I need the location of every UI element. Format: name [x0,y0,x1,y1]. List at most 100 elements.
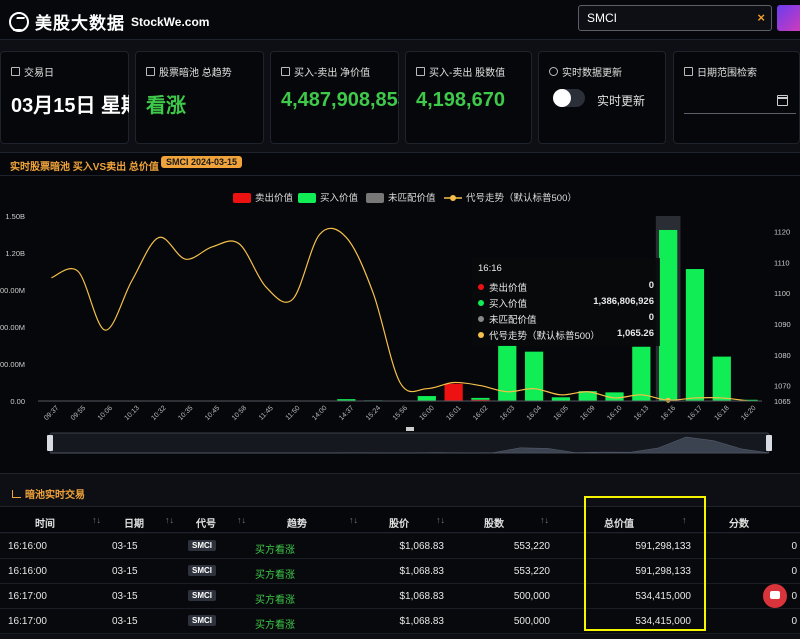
wallet-icon [281,67,290,76]
slider-handle[interactable] [47,435,53,451]
zoom-slider[interactable] [47,427,772,454]
x-tick: 11:45 [258,405,275,422]
x-tick: 10:35 [177,405,194,422]
tooltip-time: 16:16 [478,263,502,274]
th-date[interactable]: 日期 [124,519,144,530]
logo-site: StockWe.com [131,14,210,29]
x-tick: 09:55 [70,405,87,422]
logo[interactable]: 美股大数据 StockWe.com [9,9,209,34]
search-box: × [578,5,772,31]
y-axis-right: 1065 1070 1080 1090 1100 1110 1120 [774,227,791,406]
sort-icon[interactable]: ↑↓ [165,515,174,525]
y-right-tick: 1065 [774,397,791,406]
date-range-input[interactable] [684,113,796,114]
sort-icon[interactable]: ↑ [682,515,687,525]
bar-buy[interactable] [471,397,490,400]
cell-total: 534,415,000 [635,591,691,602]
bar-buy[interactable] [498,345,517,402]
trend-line [51,227,749,402]
card-trend: 股票暗池 总趋势 看涨 [135,51,264,144]
legend-swatch[interactable] [298,193,316,203]
x-tick: 16:02 [472,405,489,422]
unmatched-dot [478,316,484,322]
cell-total: 591,298,133 [635,566,691,577]
logo-text: 美股大数据 [35,14,125,33]
bar-buy[interactable] [685,269,705,401]
cell-time: 16:16:00 [8,566,47,577]
bar-buy[interactable] [739,399,758,401]
search-input[interactable] [587,10,747,26]
tooltip-value: 1,386,806,926 [593,296,654,307]
legend-swatch[interactable] [233,193,251,203]
net-value-value: 4,487,908,853 [281,89,399,111]
x-tick: 16:17 [687,405,704,422]
cell-shares: 500,000 [513,616,550,627]
x-tick: 10:45 [204,405,221,422]
table-title: 暗池实时交易 [12,486,85,501]
table-row[interactable]: 16:16:00 03-15 SMCI 买方看涨 $1,068.83 553,220 591… [0,534,800,559]
tooltip-row: 买入价值 1,386,806,926 [478,296,654,310]
y-left-tick: 1.20B [5,249,25,258]
card-label: 股票暗池 总趋势 [159,68,232,79]
table-row[interactable]: 16:17:00 03-15 SMCI 买方看涨 $1,068.83 500,000 534… [0,584,800,609]
cell-shares: 553,220 [513,541,550,552]
sort-icon[interactable]: ↑↓ [237,515,246,525]
sort-icon[interactable]: ↑↓ [349,515,358,525]
sort-icon[interactable]: ↑↓ [436,515,445,525]
bar-sell[interactable] [471,399,490,401]
bar-buy[interactable] [632,346,651,401]
avatar[interactable] [777,5,800,31]
bar-buy[interactable] [417,396,436,401]
th-trend[interactable]: 趋势 [287,519,307,530]
card-label: 交易日 [24,68,54,79]
bar-buy[interactable] [578,391,597,401]
stopwatch-icon [549,67,558,76]
cell-score: 0 [791,541,797,552]
th-total[interactable]: 总价值 [604,519,634,530]
legend-label[interactable]: 代号走势（默认标普500） [466,192,577,204]
chat-icon[interactable] [763,584,787,608]
tooltip-value: 1,065.26 [617,328,654,339]
bar-buy[interactable] [524,351,544,401]
th-score[interactable]: 分数 [729,519,749,530]
th-code[interactable]: 代号 [196,519,216,530]
sell-dot [478,284,484,290]
x-tick: 16:20 [740,405,757,422]
th-time[interactable]: 时间 [35,519,55,530]
sort-icon[interactable]: ↑↓ [92,515,101,525]
bar-buy[interactable] [337,399,356,401]
bar-buy[interactable] [551,397,571,401]
tooltip-name: 买入价值 [489,299,528,310]
cell-score: 0 [791,566,797,577]
tooltip-name: 卖出价值 [489,283,528,294]
wallet-icon [416,67,425,76]
slider-handle[interactable] [766,435,772,451]
cell-shares: 553,220 [513,566,550,577]
x-tick: 11:50 [285,405,302,422]
legend-label[interactable]: 买入价值 [320,192,359,204]
chart-legend: 卖出价值 买入价值 未匹配价值 代号走势（默认标普500） [233,192,577,204]
sort-icon[interactable]: ↑↓ [540,515,549,525]
realtime-toggle[interactable] [553,89,585,107]
bar-buy[interactable] [605,392,624,401]
date-picker-icon[interactable] [777,95,788,106]
chart-icon [146,67,155,76]
legend-label[interactable]: 卖出价值 [255,192,294,204]
slider-grip-icon[interactable] [406,427,414,431]
th-shares[interactable]: 股数 [484,519,504,530]
cell-price: $1,068.83 [399,566,445,577]
y-left-tick: 300.00M [0,360,25,369]
bar-buy[interactable] [659,229,678,401]
bar-buy[interactable] [712,356,731,401]
x-tick: 16:10 [606,405,623,422]
bar-sell[interactable] [444,383,463,401]
table-row[interactable]: 16:16:00 03-15 SMCI 买方看涨 $1,068.83 553,220 591… [0,559,800,584]
cell-time: 16:16:00 [8,541,47,552]
legend-label[interactable]: 未匹配价值 [388,192,436,204]
legend-swatch[interactable] [366,193,384,203]
th-price[interactable]: 股价 [389,519,409,530]
clear-search-icon[interactable]: × [757,10,765,25]
table-row[interactable]: 16:17:00 03-15 SMCI 买方看涨 $1,068.83 500,000 534… [0,609,800,634]
